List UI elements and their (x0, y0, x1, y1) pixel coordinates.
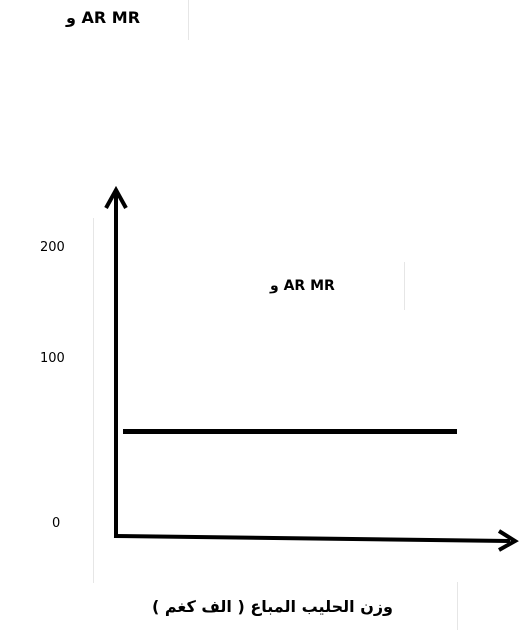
x-axis-line (113, 534, 511, 543)
y-axis-arrowhead (104, 185, 128, 209)
series-label: و AR MR (270, 278, 335, 294)
y-tick-label: 100 (40, 351, 65, 366)
y-axis-title: و AR MR (66, 8, 141, 27)
y-tick-label: 200 (40, 240, 65, 255)
guide-line-top (188, 0, 189, 40)
guide-line-bottom (457, 582, 458, 630)
guide-line-label (404, 262, 405, 310)
x-axis-title: وزن الحليب المباع ( الف كغم ) (152, 597, 393, 616)
y-tick-label: 0 (52, 516, 61, 531)
x-axis-arrowhead (497, 529, 519, 552)
guide-line-left (93, 218, 94, 583)
